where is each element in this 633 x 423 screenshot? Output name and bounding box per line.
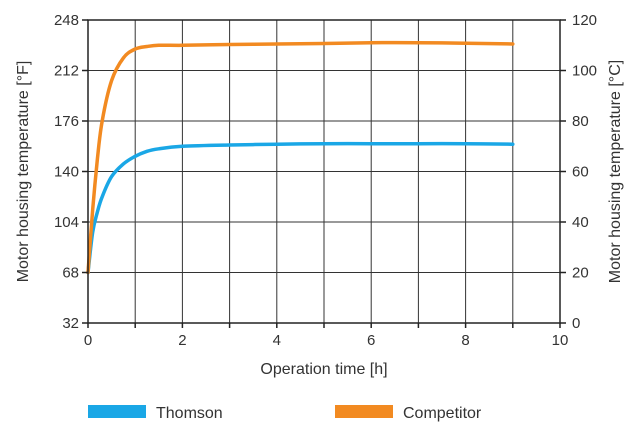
y-left-tick-label: 176 (54, 113, 79, 130)
legend-label-competitor: Competitor (403, 405, 482, 422)
y-left-tick-label: 248 (54, 12, 79, 29)
x-tick-label: 8 (461, 332, 469, 349)
series-layer (86, 40, 515, 275)
y-left-tick-label: 212 (54, 63, 79, 80)
legend: Thomson Competitor (88, 405, 482, 422)
x-axis-label: Operation time [h] (260, 361, 387, 378)
series-line-competitor (86, 40, 515, 275)
legend-item-thomson: Thomson (88, 405, 223, 422)
x-tick-label: 0 (84, 332, 92, 349)
y-right-tick-label: 0 (572, 315, 580, 332)
y-axis-right: 0 20 40 60 80 100 120 (560, 12, 597, 332)
legend-item-competitor: Competitor (335, 405, 482, 422)
x-tick-label: 4 (273, 332, 281, 349)
x-tick-label: 10 (552, 332, 569, 349)
y-left-tick-label: 140 (54, 164, 79, 181)
x-tick-label: 6 (367, 332, 375, 349)
y-right-tick-label: 40 (572, 214, 589, 231)
legend-swatch-thomson (88, 405, 146, 418)
legend-swatch-competitor (335, 405, 393, 418)
x-axis: 0 2 4 6 8 10 (84, 323, 569, 349)
x-tick-label: 2 (178, 332, 186, 349)
y-left-tick-label: 32 (62, 315, 79, 332)
legend-label-thomson: Thomson (156, 405, 223, 422)
y-axis-left: 32 68 104 140 176 212 248 (54, 12, 88, 332)
y-right-tick-label: 60 (572, 164, 589, 181)
y-right-tick-label: 80 (572, 113, 589, 130)
series-line-thomson (86, 141, 515, 275)
y-right-tick-label: 20 (572, 265, 589, 282)
chart-grid (88, 20, 560, 323)
y-left-tick-label: 68 (62, 265, 79, 282)
y-right-tick-label: 120 (572, 12, 597, 29)
y-right-tick-label: 100 (572, 63, 597, 80)
y-axis-left-label: Motor housing temperature [°F] (15, 61, 32, 283)
y-axis-right-label: Motor housing temperature [°C] (607, 60, 624, 283)
y-left-tick-label: 104 (54, 214, 79, 231)
